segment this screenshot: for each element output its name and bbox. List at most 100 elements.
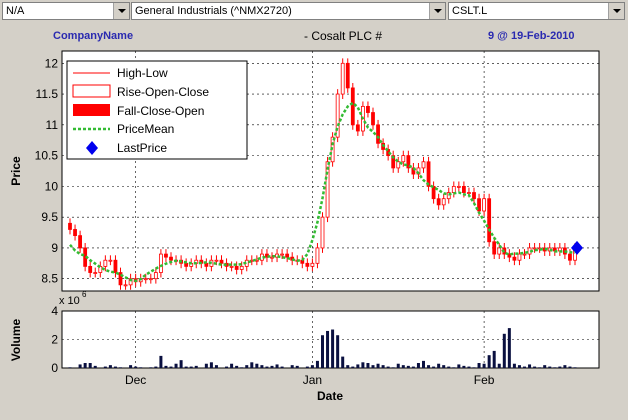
- candle-fall: [376, 124, 380, 144]
- last-price-date: 9 @ 19-Feb-2010: [488, 30, 575, 42]
- candle-fall: [371, 112, 375, 126]
- ticker-dropdown[interactable]: CSLT.L: [448, 2, 625, 20]
- volume-bar: [406, 365, 410, 368]
- candle-fall: [411, 167, 416, 175]
- candle-rise: [310, 262, 315, 267]
- volume-bar: [523, 366, 526, 368]
- candle-fall: [568, 253, 572, 261]
- volume-bar: [194, 365, 198, 368]
- candle-fall: [184, 262, 189, 267]
- legend-last-swatch: [86, 141, 98, 155]
- volume-bar: [411, 366, 415, 368]
- legend-rise-swatch: [72, 84, 111, 98]
- company-title: - Cosalt PLC #: [304, 29, 383, 43]
- company-name-label: CompanyName: [53, 30, 134, 42]
- volume-bar: [169, 366, 173, 368]
- candle-fall: [285, 253, 290, 258]
- candle-rise: [148, 278, 153, 281]
- candle-fall: [345, 62, 350, 89]
- last-price-marker: [571, 240, 583, 255]
- volume-bar: [371, 365, 375, 368]
- candle-rise: [340, 62, 345, 95]
- chevron-down-icon[interactable]: [113, 3, 129, 19]
- volume-bar: [260, 365, 264, 368]
- volume-axis-label: Volume: [9, 318, 23, 361]
- volume-bar: [341, 356, 345, 368]
- volume-bar: [331, 329, 335, 368]
- price-tick-label: 9: [51, 241, 58, 255]
- volume-bar: [68, 367, 72, 368]
- volume-bar: [487, 355, 491, 368]
- candle-fall: [512, 256, 517, 261]
- candle-fall: [492, 241, 497, 255]
- volume-multiplier-label: x 10: [59, 295, 80, 307]
- volume-bar: [326, 330, 330, 368]
- legend-last: LastPrice: [117, 141, 167, 155]
- candle-rise: [315, 247, 320, 264]
- volume-bar: [245, 365, 249, 368]
- candle-fall: [169, 256, 173, 261]
- candle-fall: [426, 161, 431, 187]
- volume-bar: [108, 365, 112, 368]
- volume-tick-label: 0: [51, 361, 58, 375]
- volume-bar: [346, 365, 350, 368]
- candle-rise: [108, 259, 113, 262]
- candle-rise: [335, 93, 340, 138]
- candle-rise: [456, 185, 461, 188]
- volume-bar: [270, 365, 274, 368]
- volume-bar: [462, 365, 466, 368]
- volume-bar: [386, 366, 390, 368]
- volume-bar: [119, 367, 122, 368]
- candle-fall: [487, 198, 492, 243]
- exchange-dropdown[interactable]: N/A: [2, 2, 130, 20]
- candle-fall: [113, 259, 118, 273]
- volume-bar: [295, 365, 299, 368]
- candle-fall: [461, 185, 466, 193]
- volume-bar: [502, 333, 506, 368]
- volume-bar: [472, 367, 476, 368]
- chevron-down-icon[interactable]: [429, 3, 445, 19]
- volume-bar: [315, 360, 319, 368]
- price-tick-label: 11.5: [36, 87, 59, 101]
- volume-bar: [230, 363, 234, 368]
- candle-fall: [219, 259, 224, 264]
- date-tick-label: Jan: [303, 373, 322, 387]
- volume-bar: [563, 365, 567, 368]
- volume-bar: [250, 362, 254, 368]
- exchange-value: N/A: [6, 5, 25, 17]
- candle-fall: [73, 229, 77, 237]
- volume-bar: [189, 366, 193, 368]
- candle-rise: [280, 253, 285, 256]
- candle-fall: [305, 262, 310, 267]
- candle-fall: [118, 272, 123, 286]
- price-tick-label: 10.5: [35, 149, 59, 163]
- sector-value: General Industrials (^NMX2720): [135, 5, 292, 17]
- price-mean-line: [69, 101, 576, 283]
- volume-bar: [517, 365, 521, 368]
- volume-bar: [401, 365, 405, 368]
- candle-fall: [350, 87, 355, 126]
- volume-bar: [154, 366, 158, 368]
- volume-bar: [351, 366, 355, 368]
- volume-bar: [442, 365, 446, 368]
- volume-bar: [103, 366, 107, 368]
- volume-bar: [265, 366, 269, 368]
- candle-rise: [532, 247, 537, 250]
- date-tick-label: Dec: [125, 373, 146, 387]
- volume-bar: [457, 364, 461, 368]
- date-axis-label: Date: [317, 389, 343, 403]
- volume-bar: [113, 366, 117, 368]
- volume-bar: [512, 363, 516, 368]
- sector-dropdown[interactable]: General Industrials (^NMX2720): [131, 2, 446, 20]
- price-tick-label: 11: [46, 118, 59, 132]
- volume-bar: [427, 365, 431, 368]
- legend: High-Low Rise-Open-Close Fall-Close-Open…: [66, 60, 248, 160]
- volume-bar: [432, 366, 436, 368]
- volume-bar: [422, 360, 425, 368]
- volume-bar: [164, 365, 168, 368]
- candle-rise: [325, 161, 330, 218]
- price-tick-label: 10: [45, 179, 59, 193]
- chevron-down-icon[interactable]: [608, 3, 624, 19]
- candle-rise: [158, 253, 163, 273]
- legend-high-low: High-Low: [117, 66, 168, 80]
